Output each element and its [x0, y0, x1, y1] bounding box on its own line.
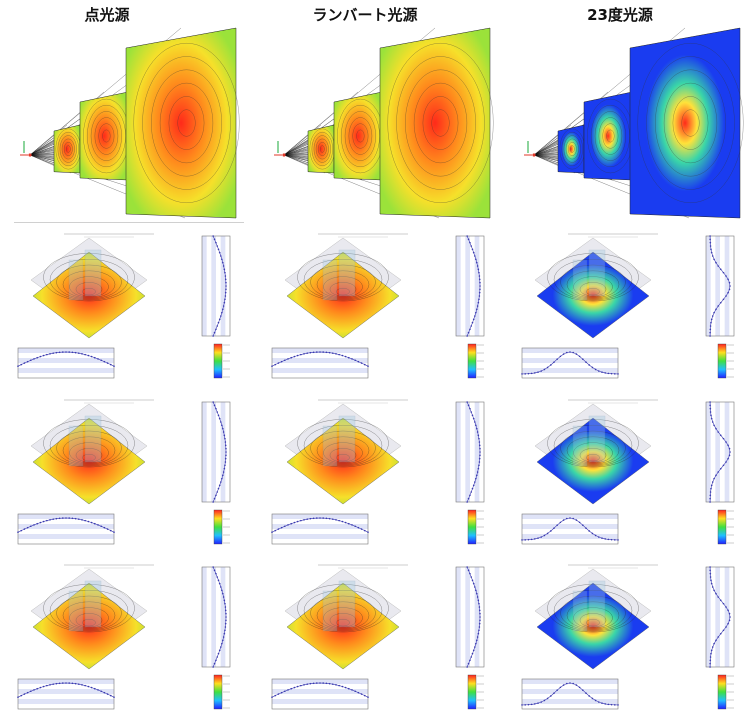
color-legend — [718, 510, 734, 544]
profile-cell-point — [14, 232, 259, 394]
surface-plot — [31, 404, 147, 504]
profile-cell-lambert — [268, 398, 513, 560]
horizontal-profile — [521, 514, 619, 544]
horizontal-profile — [17, 348, 115, 378]
surface-plot — [535, 404, 651, 504]
surface-plot — [31, 569, 147, 669]
vertical-profile — [706, 566, 734, 668]
axis-icon — [274, 141, 286, 157]
horizontal-profile — [271, 514, 369, 544]
raytrace-panel-23deg — [518, 20, 756, 220]
divider — [14, 222, 244, 223]
vertical-profile — [456, 401, 484, 503]
color-legend — [214, 675, 230, 709]
axis-icon — [20, 141, 32, 157]
raytrace-panel-point — [14, 20, 254, 220]
profile-cell-lambert — [268, 563, 513, 725]
profile-cell-point — [14, 563, 259, 725]
vertical-profile — [202, 235, 230, 337]
vertical-profile — [456, 566, 484, 668]
vertical-profile — [202, 401, 230, 503]
color-legend — [214, 344, 230, 378]
axis-icon — [524, 141, 536, 157]
surface-plot — [285, 404, 401, 504]
vertical-profile — [706, 401, 734, 503]
color-legend — [718, 675, 734, 709]
color-legend — [468, 510, 484, 544]
profile-cell-lambert — [268, 232, 513, 394]
color-legend — [718, 344, 734, 378]
horizontal-profile — [521, 348, 619, 378]
vertical-profile — [706, 235, 734, 337]
profile-cell-deg23 — [518, 398, 756, 560]
surface-plot — [535, 238, 651, 338]
horizontal-profile — [17, 679, 115, 709]
horizontal-profile — [17, 514, 115, 544]
color-legend — [468, 344, 484, 378]
surface-plot — [31, 238, 147, 338]
surface-plot — [285, 569, 401, 669]
color-legend — [214, 510, 230, 544]
horizontal-profile — [271, 348, 369, 378]
raytrace-panel-lambert — [268, 20, 508, 220]
vertical-profile — [456, 235, 484, 337]
vertical-profile — [202, 566, 230, 668]
surface-plot — [535, 569, 651, 669]
profile-cell-deg23 — [518, 232, 756, 394]
horizontal-profile — [521, 679, 619, 709]
horizontal-profile — [271, 679, 369, 709]
profile-cell-point — [14, 398, 259, 560]
profile-cell-deg23 — [518, 563, 756, 725]
surface-plot — [285, 238, 401, 338]
color-legend — [468, 675, 484, 709]
